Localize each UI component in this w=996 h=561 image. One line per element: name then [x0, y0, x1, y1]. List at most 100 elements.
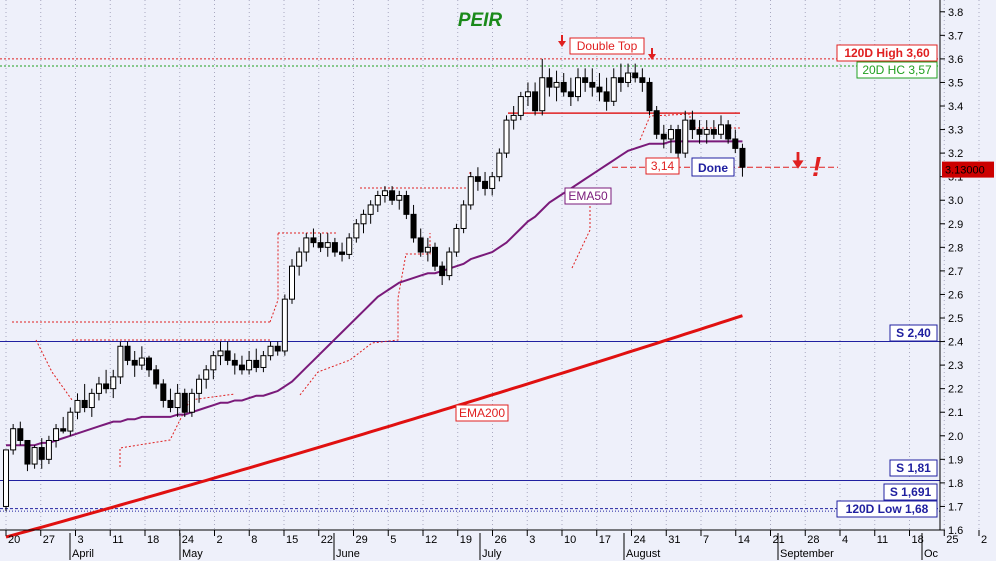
- ema50-line: [6, 140, 743, 447]
- y-axis: 1.6 1.7 1.8 1.9 2.0 2.1 2.2 2.3 2.4 2.5 2.6 2.7 2.8 2…: [940, 7, 994, 537]
- candle-down: [596, 86, 603, 93]
- candle-down: [331, 242, 338, 253]
- s181-label-box: [889, 459, 938, 477]
- y-tick-label: 3.0: [948, 195, 963, 207]
- y-tick-label: 3.5: [948, 77, 963, 89]
- x-tick-label: 19: [460, 534, 472, 546]
- candle-up: [682, 119, 689, 154]
- x-tick-label: 28: [807, 534, 819, 546]
- y-tick-label: 3.7: [948, 30, 963, 42]
- candle-up: [610, 77, 617, 102]
- breakdown-arrow-head: [792, 160, 804, 169]
- candle-up: [718, 124, 724, 135]
- candle-up: [203, 369, 210, 380]
- month-label: August: [626, 548, 660, 560]
- ema200-line: [5, 314, 743, 539]
- candle-up: [246, 359, 253, 371]
- candle-down: [339, 251, 346, 255]
- candle-up: [324, 242, 331, 248]
- candle-up: [625, 72, 632, 83]
- candle-down: [24, 439, 31, 465]
- x-tick-label: 14: [738, 534, 750, 546]
- candle-down: [124, 345, 131, 361]
- y-tick-label: 1.6: [948, 525, 963, 537]
- candle-up: [10, 428, 17, 451]
- candle-down: [689, 119, 696, 131]
- x-tick-label: 20: [8, 534, 20, 546]
- candle-up: [489, 176, 496, 189]
- y-tick-label: 3.6: [948, 54, 963, 66]
- plot-background: [0, 0, 940, 530]
- candle-up: [496, 152, 503, 178]
- month-label: July: [482, 548, 502, 560]
- ema50-label: EMA50: [568, 189, 608, 203]
- candle-down: [60, 428, 67, 432]
- y-tick-label: 2.0: [948, 431, 963, 443]
- candle-up: [110, 376, 117, 390]
- candle-up: [267, 345, 274, 357]
- candle-down: [710, 129, 717, 135]
- x-tick-label: 2: [981, 534, 987, 546]
- s181-label: S 1,81: [896, 461, 931, 475]
- candle-down: [439, 265, 446, 277]
- month-label: April: [72, 548, 94, 560]
- candle-down: [474, 176, 481, 182]
- price-tag-box: [942, 161, 994, 178]
- exclamation-mark: !: [812, 151, 821, 182]
- y-tick-label: 2.6: [948, 289, 963, 301]
- candle-up: [353, 223, 360, 239]
- x-tick-label: 25: [946, 534, 958, 546]
- x-tick-label: 8: [251, 534, 257, 546]
- high-120d-label: 120D High 3,60: [844, 46, 930, 60]
- ema50-label-box: [564, 187, 612, 205]
- candle-down: [17, 428, 24, 441]
- ema-lines: [5, 140, 743, 539]
- candle-up: [31, 447, 38, 465]
- candle-up: [346, 237, 353, 255]
- s240-label: S 2,40: [896, 326, 931, 340]
- x-axis: 20 27 3 11 18 24 2 8 15 22 29 5 12 19 26 3 10 17 24 31 7 14 21…: [5, 530, 987, 560]
- candle-down: [432, 246, 438, 267]
- month-label: September: [780, 548, 834, 560]
- candle-down: [696, 129, 703, 135]
- y-tick-label: 2.7: [948, 266, 963, 278]
- chart-title: PEIR: [458, 10, 503, 31]
- x-tick-label: 2: [217, 534, 223, 546]
- candle-down: [224, 350, 231, 361]
- candle-up: [446, 251, 453, 277]
- candle-up: [503, 119, 510, 154]
- candle-up: [67, 411, 74, 432]
- x-tick-label: 24: [634, 534, 646, 546]
- candle-down: [417, 237, 424, 253]
- candle-down: [639, 77, 646, 83]
- candle-down: [310, 237, 317, 244]
- x-tick-label: 4: [842, 534, 848, 546]
- candle-down: [617, 77, 624, 83]
- y-tick-label: 3.2: [948, 148, 963, 160]
- done-label: Done: [698, 161, 728, 175]
- candle-down: [160, 383, 167, 401]
- ema200-label: EMA200: [459, 406, 505, 420]
- s1691-label: S 1,691: [890, 485, 932, 499]
- s240-label-box: [889, 324, 938, 342]
- y-tick-label: 2.4: [948, 337, 963, 349]
- month-label: May: [182, 548, 203, 560]
- x-tick-label: 12: [425, 534, 437, 546]
- candle-down: [146, 357, 152, 371]
- candle-down: [646, 81, 653, 112]
- candle-up: [45, 439, 52, 460]
- x-tick-label: 31: [668, 534, 680, 546]
- price-tag-label: 3.13000: [945, 165, 985, 177]
- candle-up: [703, 129, 710, 135]
- annotations: Double Top 120D High 3,60 20D HC 3,57 S 2,4…: [455, 35, 938, 518]
- candle-up: [3, 449, 9, 507]
- trailing-stop: [571, 196, 591, 269]
- x-tick-label: 15: [286, 534, 298, 546]
- candle-down: [253, 359, 260, 368]
- trailing-stop: [299, 233, 431, 396]
- candle-down: [81, 399, 88, 409]
- candle-up: [510, 114, 517, 121]
- y-tick-label: 2.9: [948, 219, 963, 231]
- candle-down: [131, 359, 138, 366]
